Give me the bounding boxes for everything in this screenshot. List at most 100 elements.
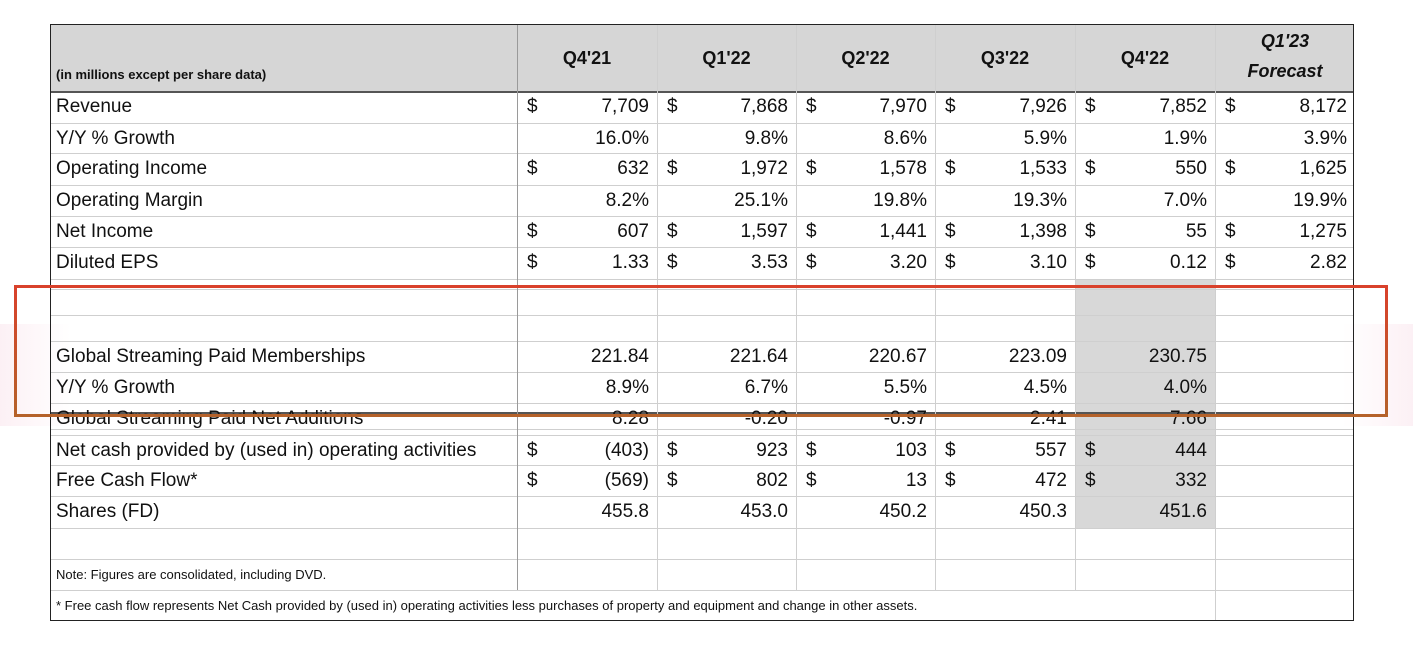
cell-value: 19.9% (1293, 190, 1347, 211)
currency-symbol: $ (667, 158, 678, 179)
cell-value: 1,441 (879, 221, 927, 242)
row-revenue-growth-value: 8.6% (796, 123, 935, 154)
row-operating-cash-value: $ (403) (517, 435, 657, 466)
cell-value: 455.8 (601, 501, 649, 522)
row-operating-margin-value: 7.0% (1075, 185, 1215, 216)
row-operating-margin-value: 8.2% (517, 185, 657, 216)
currency-symbol: $ (945, 158, 956, 179)
cell-value: 557 (1035, 440, 1067, 461)
row-net-income-value: $607 (517, 216, 657, 247)
cell-value: 19.8% (873, 190, 927, 211)
cell-value: 632 (617, 158, 649, 179)
currency-symbol: $ (667, 470, 678, 491)
cell-value: 5.9% (1023, 128, 1067, 149)
cell-value: 7,970 (879, 96, 927, 117)
note-free-cash-flow: * Free cash flow represents Net Cash pro… (56, 598, 918, 613)
row-diluted-eps-value: $0.12 (1075, 247, 1215, 278)
cell-value: 923 (756, 440, 788, 461)
currency-symbol: $ (527, 158, 538, 179)
row-net-income-label: Net Income (56, 221, 154, 242)
row-operating-income-label: Operating Income (56, 158, 208, 179)
currency-symbol: $ (527, 470, 538, 491)
row-free-cash-flow-value: $802 (657, 465, 796, 496)
currency-symbol: $ (1085, 440, 1096, 461)
row-shares-value: 455.8 (517, 496, 657, 527)
row-operating-margin-value: 19.9% (1215, 185, 1353, 216)
row-operating-margin-label: Operating Margin (56, 190, 203, 211)
cell-value: 1,972 (740, 158, 788, 179)
cell-value: 7,926 (1019, 96, 1067, 117)
cell-value: 1,578 (879, 158, 927, 179)
column-header-q2-22: Q2'22 (841, 48, 890, 68)
currency-symbol: $ (1225, 96, 1236, 117)
column-header-forecast: Forecast (1247, 61, 1323, 81)
cell-value: 450.3 (1019, 501, 1067, 522)
currency-symbol: $ (806, 470, 817, 491)
cell-value: 607 (617, 221, 649, 242)
currency-symbol: $ (667, 440, 678, 461)
currency-symbol: $ (806, 440, 817, 461)
grid-line-h (51, 528, 1353, 529)
currency-symbol: $ (667, 252, 678, 273)
cell-value: 3.9% (1303, 128, 1347, 149)
cell-value: 450.2 (879, 501, 927, 522)
grid-line-h (51, 91, 1353, 93)
cell-value: 7.0% (1163, 190, 1207, 211)
cell-value: 1,275 (1299, 221, 1347, 242)
currency-symbol: $ (1225, 252, 1236, 273)
cell-value: (403) (604, 440, 649, 461)
currency-symbol: $ (1225, 221, 1236, 242)
currency-symbol: $ (1085, 158, 1096, 179)
row-shares-label: Shares (FD) (56, 501, 160, 522)
row-shares-value: 453.0 (657, 496, 796, 527)
row-operating-cash-value: $103 (796, 435, 935, 466)
cell-value: 1,625 (1299, 158, 1347, 179)
grid-line-h (51, 247, 1353, 248)
currency-symbol: $ (667, 96, 678, 117)
cell-value: 2.82 (1310, 252, 1347, 273)
cell-value: 472 (1035, 470, 1067, 491)
cell-value: 8.2% (605, 190, 649, 211)
row-diluted-eps-value: $1.33 (517, 247, 657, 278)
row-diluted-eps-value: $3.53 (657, 247, 796, 278)
currency-symbol: $ (1085, 96, 1096, 117)
cell-value: 9.8% (744, 128, 788, 149)
row-revenue-value: $7,852 (1075, 91, 1215, 122)
row-shares-value: 451.6 (1075, 496, 1215, 527)
cell-value: 19.3% (1013, 190, 1067, 211)
cell-value: 3.53 (751, 252, 788, 273)
row-operating-margin-value: 25.1% (657, 185, 796, 216)
column-header-q1-23: Q1'23 (1260, 31, 1310, 51)
grid-line-h (51, 435, 1353, 436)
row-revenue-growth-value: 5.9% (935, 123, 1075, 154)
currency-symbol: $ (1085, 221, 1096, 242)
currency-symbol: $ (527, 221, 538, 242)
row-free-cash-flow-value: $472 (935, 465, 1075, 496)
units-label: (in millions except per share data) (56, 67, 267, 82)
row-free-cash-flow-value: $ (569) (517, 465, 657, 496)
cell-value: 7,709 (601, 96, 649, 117)
row-revenue-value: $7,868 (657, 91, 796, 122)
row-revenue-value: $7,709 (517, 91, 657, 122)
row-net-income-value: $1,441 (796, 216, 935, 247)
cell-value: 550 (1175, 158, 1207, 179)
row-free-cash-flow-value: $332 (1075, 465, 1215, 496)
row-net-income-value: $1,398 (935, 216, 1075, 247)
currency-symbol: $ (527, 440, 538, 461)
grid-line-h (51, 429, 1353, 430)
cell-value: 1.9% (1163, 128, 1207, 149)
row-operating-cash-value: $444 (1075, 435, 1215, 466)
cell-value: 0.12 (1170, 252, 1207, 273)
currency-symbol: $ (806, 158, 817, 179)
currency-symbol: $ (806, 96, 817, 117)
grid-line-h (51, 590, 1353, 591)
currency-symbol: $ (1225, 158, 1236, 179)
note-consolidated: Note: Figures are consolidated, includin… (56, 567, 327, 582)
row-operating-income-value: $1,625 (1215, 153, 1353, 184)
row-free-cash-flow-value: $13 (796, 465, 935, 496)
cell-value: 1.33 (612, 252, 649, 273)
row-operating-cash-value: $557 (935, 435, 1075, 466)
cell-value: 332 (1175, 470, 1207, 491)
currency-symbol: $ (1085, 252, 1096, 273)
grid-line-h (51, 185, 1353, 186)
